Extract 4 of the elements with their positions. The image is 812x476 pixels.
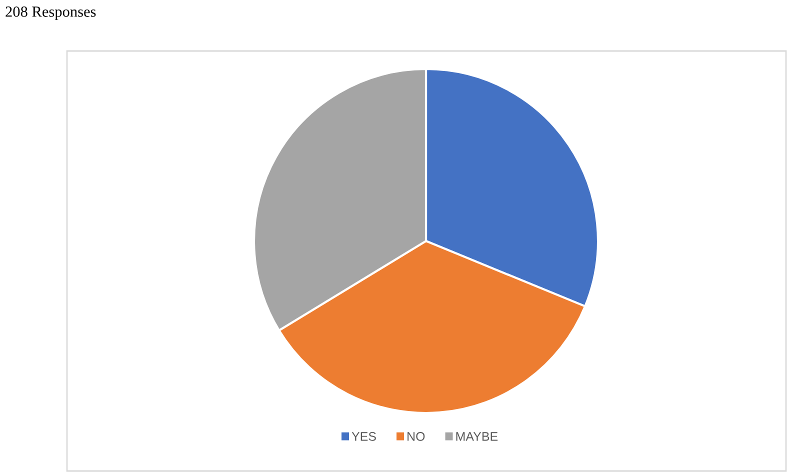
legend-label: YES (352, 432, 376, 441)
text: 208 Responses (6, 6, 96, 20)
legend-label: NO (408, 432, 425, 441)
legend-label: MAYBE (456, 432, 498, 441)
